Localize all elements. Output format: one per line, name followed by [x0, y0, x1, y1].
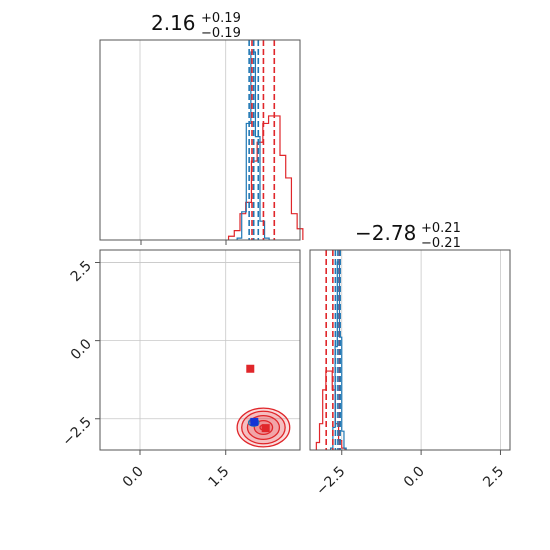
panel-frame-bottom-left	[99, 249, 301, 451]
histogram-top-left	[227, 51, 304, 240]
quantile-lines-bottom-right	[325, 250, 341, 450]
x-tick-label: 0.0	[120, 464, 147, 491]
grid-top-left	[139, 40, 227, 240]
x-tick-label: 2.5	[480, 464, 507, 491]
red-marker	[261, 424, 270, 433]
markers-bottom-left	[246, 364, 270, 433]
panel-bottom-right: −2.5 0.0 2.5	[309, 249, 511, 499]
red-histogram-step	[227, 115, 304, 240]
blue_marker-marker	[250, 417, 259, 426]
quantile-lines-top-left	[248, 40, 276, 240]
grid-bottom-left	[100, 250, 300, 450]
y-tick-label: −2.5	[59, 414, 94, 449]
title-value: −2.78	[355, 221, 416, 245]
x-tick-label: 0.0	[401, 464, 428, 491]
panel-frame-bottom-right	[309, 249, 511, 451]
title-bottom-right: −2.78 +0.21 −0.21	[355, 221, 461, 251]
title-value: 2.16	[151, 11, 196, 35]
ticks-bottom-right: −2.5 0.0 2.5	[313, 450, 507, 499]
y-tick-label: 0.0	[68, 336, 95, 363]
red-marker	[246, 364, 255, 373]
title-minus: −0.19	[201, 26, 241, 41]
grid-bottom-right	[341, 250, 501, 450]
panel-top-left	[99, 39, 304, 245]
title-plus: +0.21	[421, 221, 461, 236]
title-plus: +0.19	[201, 11, 241, 26]
y-tick-label: 2.5	[68, 258, 95, 285]
title-top-left: 2.16 +0.19 −0.19	[151, 11, 241, 41]
red-histogram-step	[315, 370, 346, 450]
x-tick-label: 1.5	[205, 464, 232, 491]
ticks-bottom-left: 0.0 1.5 −2.5 0.0 2.5	[59, 258, 232, 491]
panel-frame-top-left	[99, 39, 301, 241]
panel-bottom-left: 0.0 1.5 −2.5 0.0 2.5	[59, 249, 301, 491]
x-tick-label: −2.5	[313, 464, 348, 499]
title-minus: −0.21	[421, 236, 461, 251]
